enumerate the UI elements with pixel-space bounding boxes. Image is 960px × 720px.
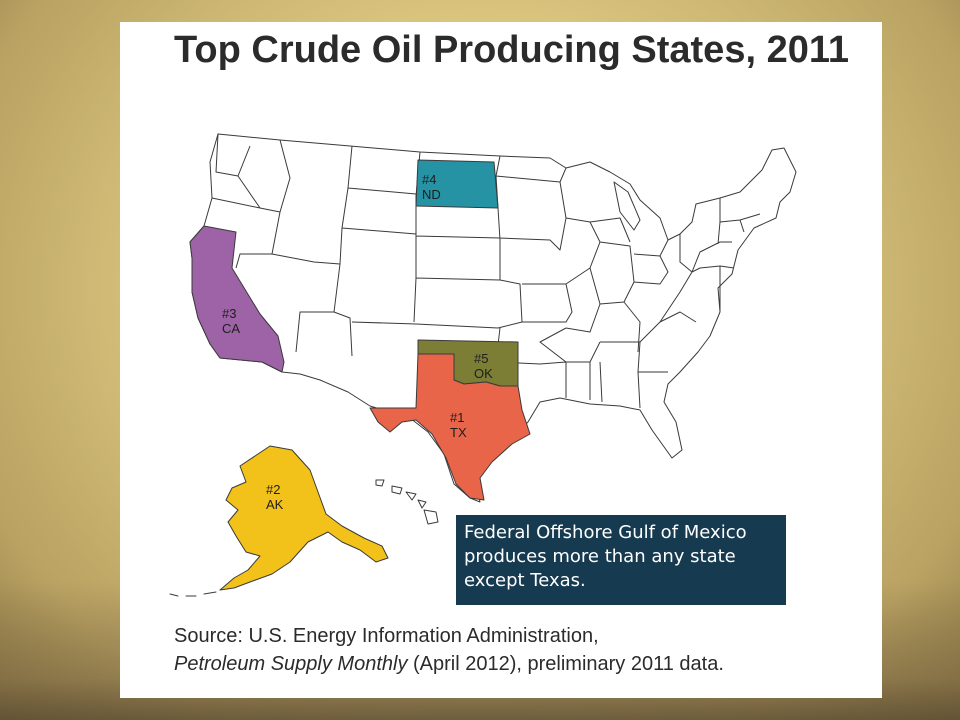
state-alaska [219, 445, 389, 591]
tx-rank: #1 [450, 410, 465, 425]
source-suffix: (April 2012), preliminary 2011 data. [407, 653, 724, 675]
ok-rank: #5 [474, 351, 489, 366]
ca-rank: #3 [222, 306, 237, 321]
map-title: Top Crude Oil Producing States, 2011 [174, 29, 850, 71]
ak-abbr: AK [266, 497, 284, 512]
label-california: #3 CA [222, 306, 240, 336]
state-hawaii [375, 479, 439, 525]
label-alaska: #2 AK [266, 482, 283, 512]
ok-abbr: OK [474, 366, 493, 381]
gulf-callout: Federal Offshore Gulf of Mexico produces… [456, 515, 786, 605]
state-north-dakota [415, 159, 499, 209]
us-map [169, 133, 797, 597]
state-california [189, 225, 285, 373]
label-texas: #1 TX [450, 410, 467, 440]
label-oklahoma: #5 OK [474, 351, 493, 381]
us-outline [189, 133, 797, 503]
source-note: Source: U.S. Energy Information Administ… [174, 622, 874, 678]
ca-abbr: CA [222, 321, 241, 336]
source-line-2: Petroleum Supply Monthly (April 2012), p… [174, 650, 874, 678]
label-north-dakota: #4 ND [422, 172, 441, 202]
nd-abbr: ND [422, 187, 441, 202]
source-publication: Petroleum Supply Monthly [174, 653, 408, 675]
tx-abbr: TX [450, 425, 467, 440]
state-texas [369, 353, 531, 501]
source-prefix: Source: U.S. Energy Information Administ… [174, 625, 599, 647]
map-panel: Top Crude Oil Producing States, 2011 [120, 22, 882, 698]
nd-rank: #4 [422, 172, 437, 187]
ak-rank: #2 [266, 482, 281, 497]
